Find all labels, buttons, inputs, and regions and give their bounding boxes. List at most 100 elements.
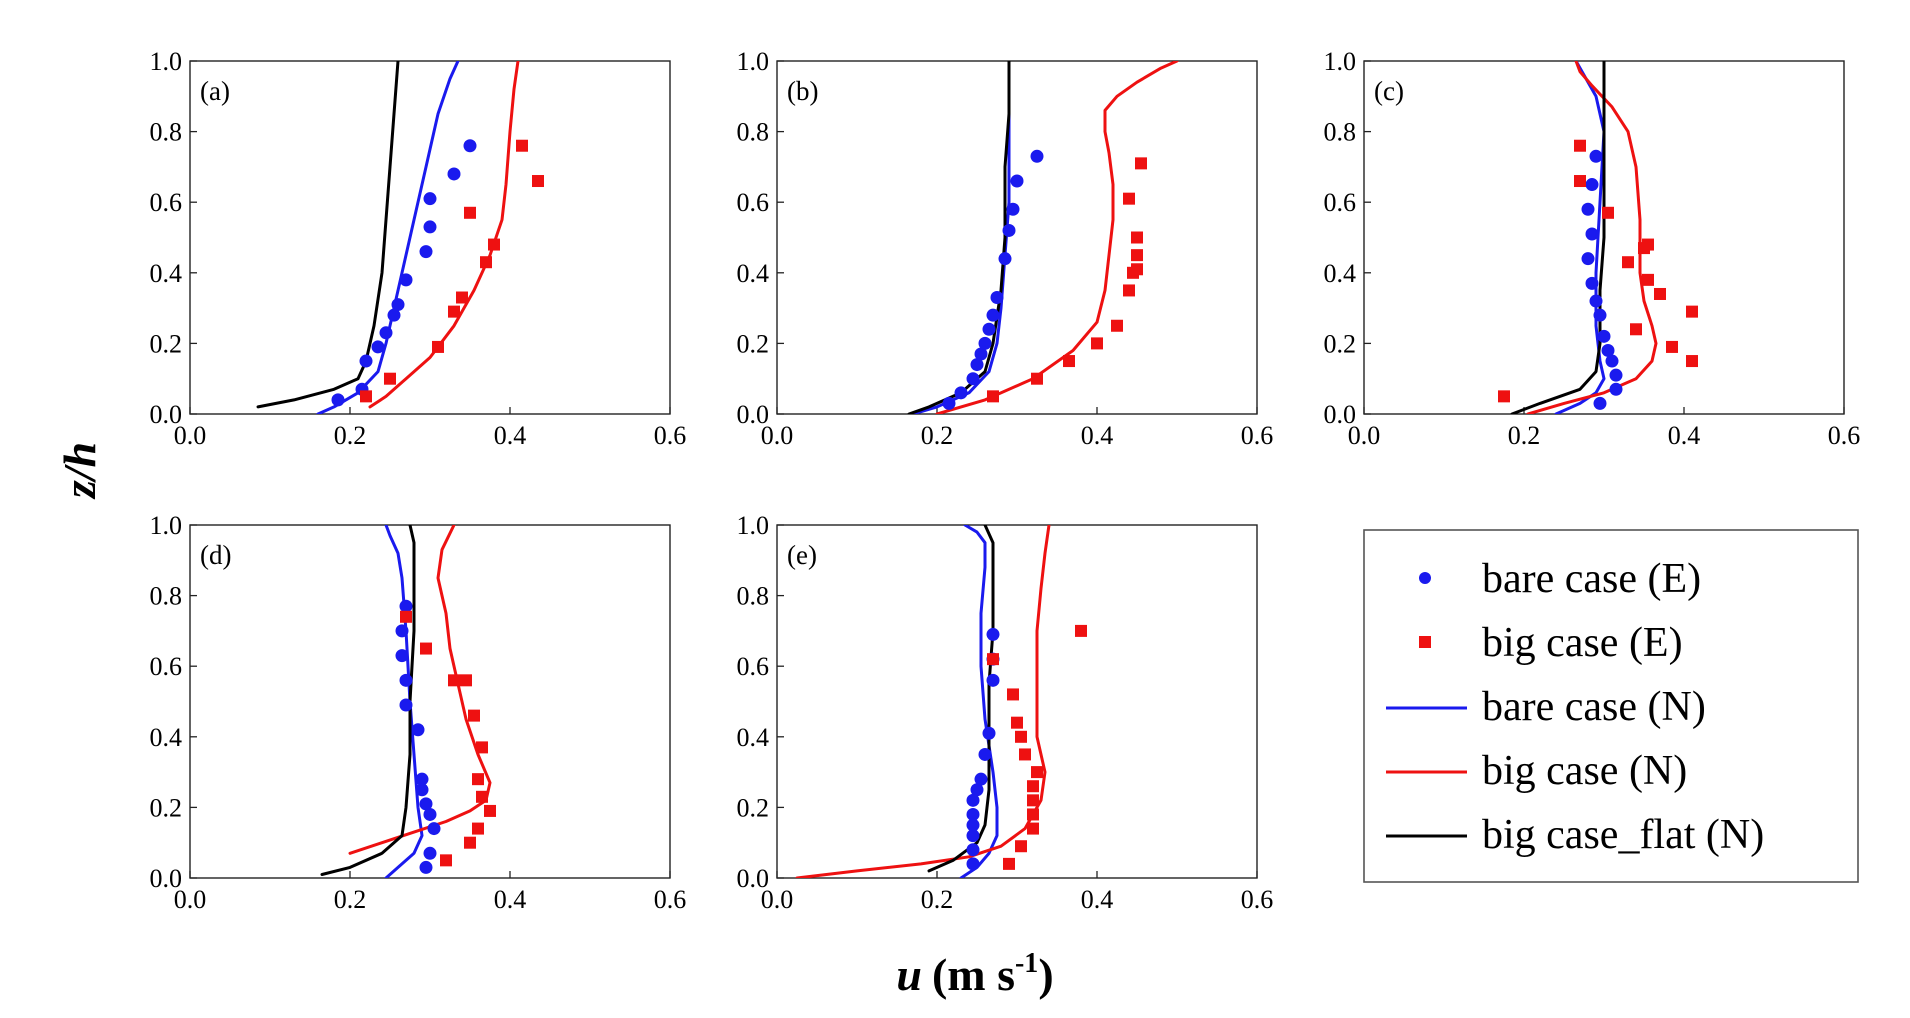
point-bare-case-e-a [379,326,393,340]
y-tick-label-c: 0.4 [1324,259,1357,288]
y-tick-label-a: 0.0 [150,400,183,429]
panel-label-b: (b) [787,76,818,106]
point-big-case-e-c [1574,175,1586,188]
x-tick-label-a: 0.0 [174,421,207,450]
point-bare-case-e-b [1002,223,1016,237]
legend-label-big-case-n: big case (N) [1482,748,1687,794]
point-bare-case-e-e [966,843,980,857]
panel-label-a: (a) [200,76,230,106]
point-bare-case-e-d [411,723,425,737]
point-bare-case-e-c [1581,202,1595,216]
panel-e: 0.0 0.2 0.4 0.6 0.0 0.2 0.4 0.6 0.8 1.0 (e) [737,511,1274,914]
point-big-case-e-e [1027,808,1039,821]
y-tick-label-a: 0.4 [150,259,183,288]
point-big-case-e-e [1027,780,1039,793]
point-bare-case-e-e [966,857,980,871]
point-big-case-e-d [476,741,488,754]
point-bare-case-e-d [423,846,437,860]
point-bare-case-e-d [395,624,409,638]
point-bare-case-e-b [974,347,988,361]
y-tick-label-d: 0.4 [150,723,183,752]
y-tick-label-a: 0.2 [150,329,183,358]
point-bare-case-e-c [1609,368,1623,382]
point-big-case-e-b [1031,372,1043,385]
point-big-case-e-c [1654,287,1666,300]
x-tick-label-c: 0.4 [1668,421,1701,450]
x-axis-title: u (m s-1) [896,948,1053,1000]
y-tick-label-e: 0.4 [737,723,770,752]
point-bare-case-e-e [966,807,980,821]
x-tick-label-d: 0.0 [174,885,207,914]
panel-label-d: (d) [200,540,231,570]
point-bare-case-e-e [986,627,1000,641]
y-tick-label-b: 0.4 [737,259,770,288]
point-big-case-e-e [1019,748,1031,761]
y-tick-label-e: 0.6 [737,652,770,681]
legend: bare case (E) big case (E) bare case (N)… [1363,529,1859,883]
legend-entry-bare-case-e: bare case (E) [1419,556,1701,602]
point-big-case-e-c [1498,390,1510,403]
point-big-case-e-e [1031,766,1043,779]
x-tick-label-e: 0.0 [761,885,794,914]
point-big-case-e-c [1686,305,1698,318]
point-big-case-e-d [440,854,452,867]
legend-marker-bare-case-e [1419,572,1431,584]
x-tick-label-d: 0.2 [334,885,367,914]
point-bare-case-e-d [419,797,433,811]
point-big-case-e-e [987,653,999,666]
plot-area-b [907,61,1179,414]
y-tick-label-d: 0.2 [150,793,183,822]
x-tick-label-c: 0.2 [1508,421,1541,450]
point-bare-case-e-b [998,252,1012,266]
series-line-bare-case-n-a [316,61,460,414]
plot-area-e [795,525,1087,878]
y-tick-label-e: 0.2 [737,793,770,822]
point-big-case-e-d [420,642,432,655]
x-tick-label-e: 0.2 [921,885,954,914]
legend-label-big-case-flat-n: big case_flat (N) [1482,812,1764,858]
point-bare-case-e-a [447,167,461,181]
series-line-big-case-n-d [348,525,492,855]
legend-entry-big-case-n: big case (N) [1386,748,1687,794]
point-bare-case-e-b [978,336,992,350]
panel-a: 0.0 0.2 0.4 0.6 0.0 0.2 0.4 0.6 0.8 1.0 (a) [150,47,687,450]
point-bare-case-e-a [371,340,385,354]
point-big-case-e-e [1027,794,1039,807]
point-bare-case-e-c [1593,396,1607,410]
series-line-big-case-flat-n-d [320,525,416,876]
y-tick-label-b: 0.0 [737,400,770,429]
x-tick-label-b: 0.2 [921,421,954,450]
point-big-case-e-a [384,372,396,385]
point-big-case-e-d [476,790,488,803]
point-big-case-e-e [1015,840,1027,853]
point-bare-case-e-e [970,783,984,797]
point-bare-case-e-b [966,372,980,386]
point-big-case-e-b [1091,337,1103,350]
x-axis-units: (m s [932,949,1015,1000]
point-big-case-e-a [456,291,468,304]
point-big-case-e-e [1027,822,1039,835]
point-bare-case-e-a [331,393,345,407]
point-bare-case-e-b [990,291,1004,305]
point-big-case-e-e [1015,730,1027,743]
point-bare-case-e-a [387,308,401,322]
panel-c: 0.0 0.2 0.4 0.6 0.0 0.2 0.4 0.6 0.8 1.0 (c) [1324,47,1861,450]
point-big-case-e-d [400,610,412,623]
y-tick-label-c: 1.0 [1324,47,1357,76]
point-big-case-e-c [1638,242,1650,255]
point-bare-case-e-d [423,807,437,821]
point-big-case-e-d [484,804,496,817]
point-bare-case-e-a [423,220,437,234]
panel-d: 0.0 0.2 0.4 0.6 0.0 0.2 0.4 0.6 0.8 1.0 (d) [150,511,687,914]
point-big-case-e-c [1622,256,1634,269]
point-bare-case-e-a [463,139,477,153]
x-tick-label-b: 0.0 [761,421,794,450]
point-bare-case-e-e [986,673,1000,687]
point-bare-case-e-d [399,599,413,613]
point-bare-case-e-b [970,358,984,372]
y-tick-label-a: 1.0 [150,47,183,76]
point-big-case-e-b [1111,319,1123,332]
point-big-case-e-c [1630,323,1642,336]
point-bare-case-e-d [395,649,409,663]
